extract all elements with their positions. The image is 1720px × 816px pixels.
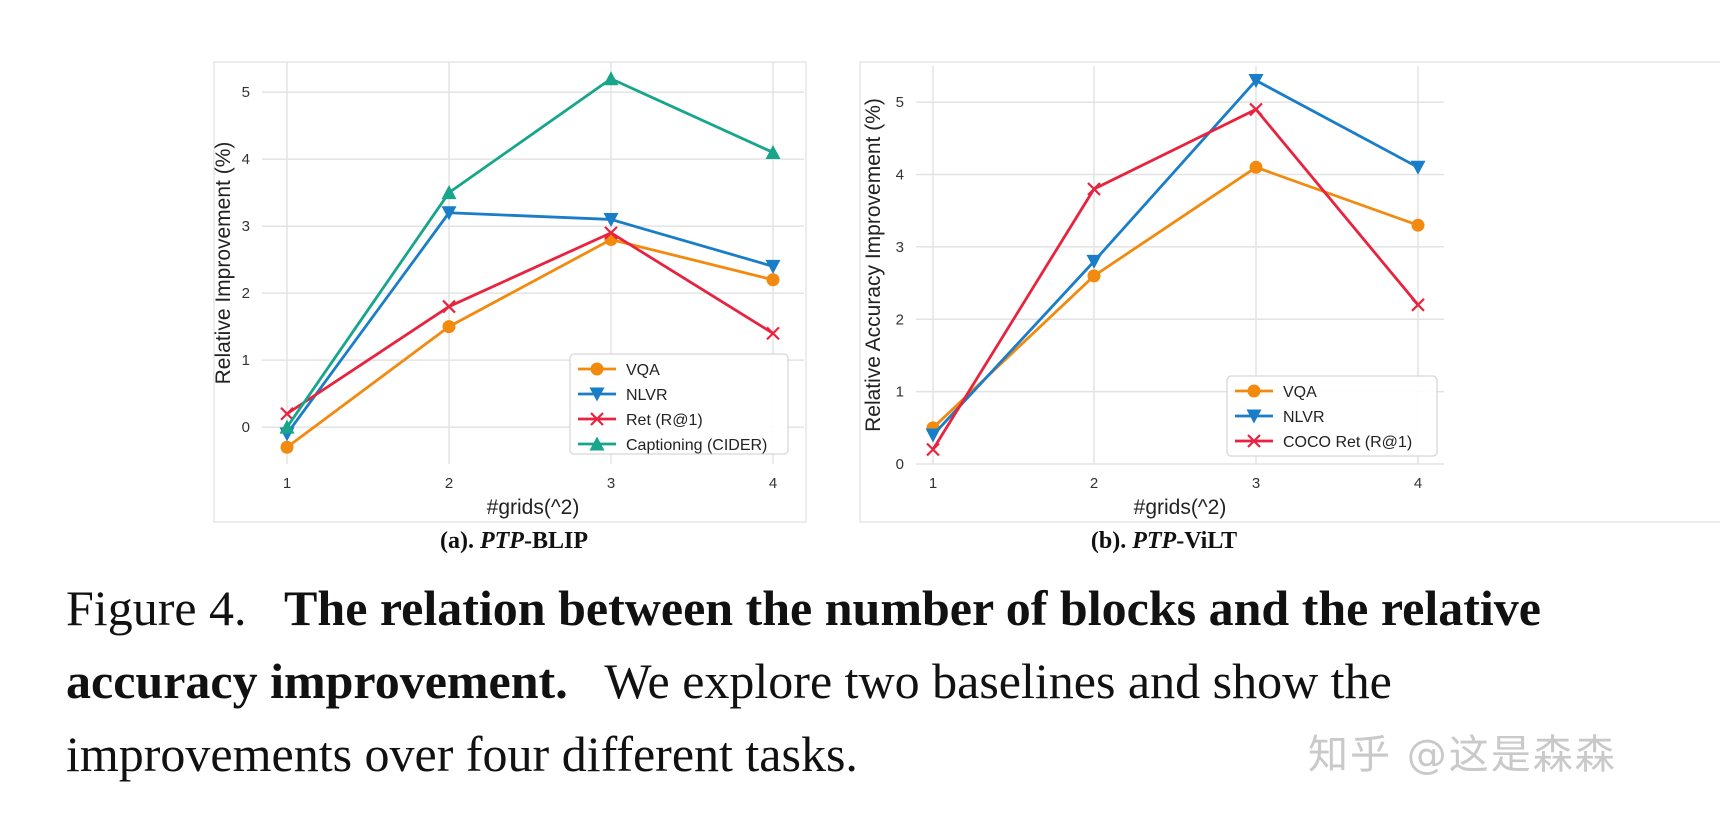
chart2-point-1-3 bbox=[1410, 160, 1426, 175]
chart2-x-axis-label: #grids(^2) bbox=[1134, 496, 1227, 519]
chart1-ytick-label: 0 bbox=[242, 419, 250, 436]
chart2-ytick-label: 5 bbox=[896, 94, 904, 111]
chart1-ytick-label: 4 bbox=[242, 151, 250, 168]
chart2-point-2-0 bbox=[926, 442, 940, 457]
caption-rest: We explore two baselines and show the im… bbox=[66, 653, 1392, 782]
chart2-xtick-label: 1 bbox=[929, 475, 937, 492]
subcaption-a: (a). PTP-BLIP bbox=[440, 528, 588, 554]
chart1-point-3-0 bbox=[279, 419, 295, 434]
chart1-ytick-label: 1 bbox=[242, 352, 250, 369]
chart2-xtick-label: 3 bbox=[1252, 475, 1260, 492]
chart2-ytick-label: 4 bbox=[896, 167, 904, 184]
chart1-ytick-label: 2 bbox=[242, 285, 250, 302]
chart2-point-0-3 bbox=[1411, 218, 1425, 232]
chart2-point-2-3 bbox=[1411, 298, 1425, 312]
chart2-series-line-0 bbox=[932, 165, 1419, 429]
chart2-xtick-label: 2 bbox=[1090, 475, 1098, 492]
chart2-ytick-label: 3 bbox=[896, 239, 904, 256]
caption-bold: The relation between the number of block… bbox=[66, 580, 1541, 709]
chart1-legend-label-0: VQA bbox=[626, 362, 660, 379]
chart2-point-1-2 bbox=[1248, 73, 1264, 88]
chart2-series-line-2 bbox=[931, 108, 1420, 451]
chart1-xtick-label: 1 bbox=[283, 475, 291, 492]
chart1-legend-label-1: NLVR bbox=[626, 387, 668, 404]
chart1-series-line-0 bbox=[286, 238, 774, 449]
chart2-point-2-1 bbox=[1087, 182, 1101, 196]
chart1-ytick-label: 5 bbox=[242, 84, 250, 101]
chart1-legend-label-3: Captioning (CIDER) bbox=[626, 437, 767, 454]
chart1-point-2-2 bbox=[604, 226, 618, 240]
chart1-frame bbox=[213, 61, 807, 523]
chart1-point-2-1 bbox=[442, 299, 456, 314]
chart2-y-axis-label: Relative Accuracy Improvement (%) bbox=[862, 98, 885, 432]
chart2-point-legend-2 bbox=[1247, 434, 1261, 448]
chart2-ytick-label: 2 bbox=[896, 311, 904, 328]
chart1-xtick-label: 3 bbox=[607, 475, 615, 492]
chart2-point-legend-1 bbox=[1246, 409, 1262, 424]
chart1-point-legend-1 bbox=[589, 387, 605, 402]
chart1-ytick-label: 3 bbox=[242, 218, 250, 235]
chart2-point-1-1 bbox=[1086, 254, 1102, 269]
chart1-y-axis-label: Relative Improvement (%) bbox=[212, 142, 235, 385]
chart1-point-2-0 bbox=[280, 406, 294, 421]
chart1-point-legend-3 bbox=[589, 436, 605, 451]
subcaption-b: (b). PTP-ViLT bbox=[1090, 528, 1238, 554]
chart2-series-line-1 bbox=[931, 79, 1419, 437]
chart2-point-0-2 bbox=[1249, 160, 1263, 174]
chart1-series-line-3 bbox=[285, 77, 774, 428]
chart1-point-2-3 bbox=[766, 326, 780, 341]
chart1-xtick-label: 2 bbox=[445, 475, 453, 492]
chart2-legend-label-2: COCO Ret (R@1) bbox=[1283, 434, 1412, 451]
chart2-legend-label-1: NLVR bbox=[1283, 409, 1325, 426]
chart1-point-0-1 bbox=[442, 320, 456, 334]
chart1-series-line-1 bbox=[285, 211, 774, 435]
chart1-x-axis-label: #grids(^2) bbox=[487, 496, 580, 519]
chart2-ytick-label: 1 bbox=[896, 384, 904, 401]
chart1-point-1-3 bbox=[765, 259, 781, 274]
watermark: 知乎 @这是森森 bbox=[1308, 732, 1617, 778]
chart1-point-3-1 bbox=[441, 185, 457, 200]
chart2-point-legend-0 bbox=[1247, 384, 1261, 398]
chart2-point-1-0 bbox=[925, 428, 941, 443]
chart2-legend-label-0: VQA bbox=[1283, 384, 1317, 401]
chart1-xtick-label: 4 bbox=[769, 475, 777, 492]
chart2-xtick-label: 4 bbox=[1414, 475, 1422, 492]
chart1-point-legend-0 bbox=[590, 362, 604, 376]
chart1-point-3-2 bbox=[603, 71, 619, 86]
chart1-point-1-1 bbox=[441, 206, 457, 221]
chart2-ytick-label: 0 bbox=[896, 456, 904, 473]
chart1-legend-label-2: Ret (R@1) bbox=[626, 412, 703, 429]
figure-caption: Figure 4. The relation between the numbe… bbox=[66, 572, 1646, 791]
chart1-series-line-2 bbox=[286, 231, 774, 415]
chart1-point-0-3 bbox=[766, 273, 780, 287]
chart2-legend-box bbox=[1226, 375, 1438, 457]
chart1-point-1-2 bbox=[603, 212, 619, 227]
caption-prefix: Figure 4. bbox=[66, 580, 247, 636]
chart1-legend-box bbox=[569, 353, 789, 455]
chart2-point-0-1 bbox=[1087, 269, 1101, 283]
chart1-point-0-0 bbox=[280, 440, 294, 454]
chart2-frame bbox=[859, 61, 1720, 523]
chart2-point-2-2 bbox=[1249, 102, 1263, 117]
chart1-point-3-3 bbox=[765, 144, 781, 159]
chart1-point-legend-2 bbox=[590, 412, 604, 426]
